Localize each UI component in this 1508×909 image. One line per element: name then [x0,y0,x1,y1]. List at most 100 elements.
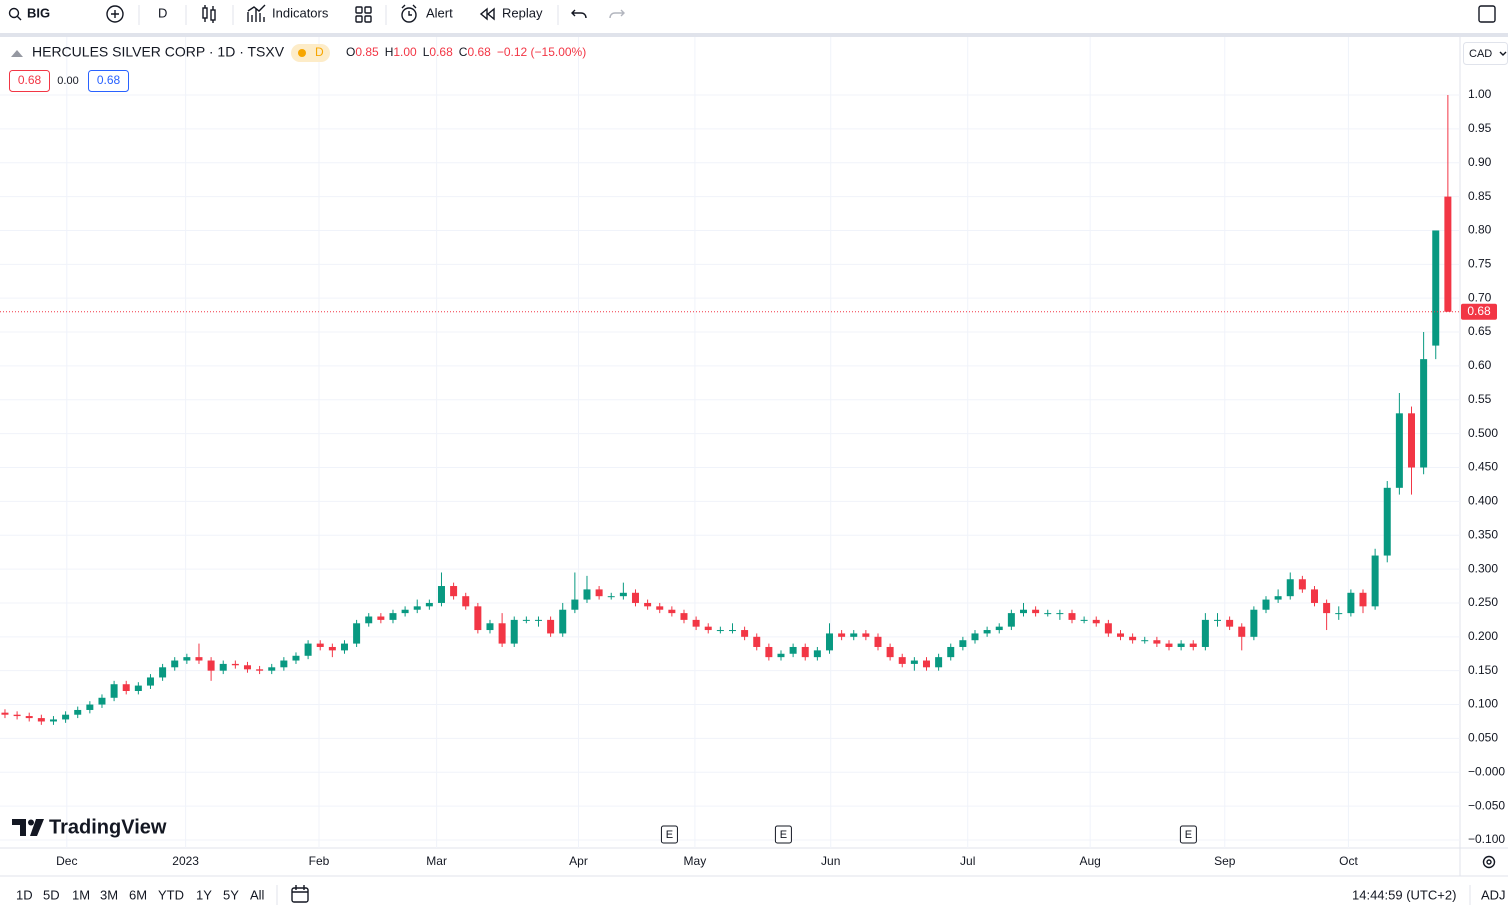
undo-button[interactable] [571,9,587,19]
candle-body [583,589,591,600]
candle-body [1395,413,1403,488]
fullscreen-button[interactable] [1478,5,1496,23]
ohlc-letter: O [346,45,355,59]
candle-body [1444,196,1452,312]
candle-body [1201,619,1209,647]
x-tick-label: Feb [309,854,330,868]
layout-icon [364,6,372,14]
y-tick-label: 0.95 [1468,121,1492,135]
candle-body [292,655,300,661]
candle-body [256,669,264,671]
layout-icon [364,15,372,23]
range-button[interactable]: 5D [43,887,60,902]
last-price-badge [1461,303,1497,320]
range-button[interactable]: All [250,887,265,902]
candle-body [1032,609,1040,614]
range-button[interactable]: YTD [158,887,184,902]
earnings-marker[interactable] [660,825,678,844]
range-button[interactable]: 1Y [196,887,212,902]
range-button[interactable]: 1M [72,887,90,902]
layouts-button[interactable] [355,6,372,23]
date-range-button[interactable] [291,885,309,903]
candle-body [1432,230,1440,346]
compare-button[interactable] [106,5,124,23]
ohlc-value: 0.85 [355,45,379,59]
bid-price: 0.68 [18,73,42,87]
plus-icon [106,5,124,23]
candle-body [328,646,336,651]
interval-button[interactable]: D [158,5,167,20]
candle-body [619,592,627,597]
adj-toggle[interactable]: ADJ [1481,887,1506,902]
y-tick-label: 0.050 [1468,731,1498,745]
candle-body [159,667,167,678]
y-tick-label: −0.050 [1468,798,1505,812]
candle-body [1019,609,1027,614]
candle-body [935,657,943,668]
candle-body [898,657,906,664]
candle-body [1177,643,1185,647]
y-tick-label: 0.400 [1468,494,1498,508]
y-tick-label: 0.200 [1468,629,1498,643]
candle-body [741,630,749,637]
y-tick-label: 0.60 [1468,358,1492,372]
candle-body [365,616,373,624]
replay-button[interactable]: Replay [479,5,543,21]
candle-body [340,643,348,651]
earnings-marker[interactable] [774,825,792,844]
candle-body [498,623,506,644]
range-button[interactable]: 5Y [223,887,239,902]
candle-body [86,704,94,710]
ask-box[interactable] [88,70,129,92]
replay-label: Replay [502,5,543,20]
y-tick-label: 0.450 [1468,460,1498,474]
candle-body [268,667,276,671]
candle-body [1044,613,1052,615]
tradingview-logo[interactable]: TradingView [12,816,167,838]
clock[interactable]: 14:44:59 (UTC+2) [1352,887,1456,902]
symbol-logo [11,50,23,57]
alert-button[interactable]: Alert [401,4,453,23]
candle-body [171,660,179,668]
legend-symbol[interactable]: HERCULES SILVER CORP · 1D · TSXV [32,44,285,60]
candle-body [49,719,57,722]
indicators-button[interactable]: Indicators [247,4,329,22]
candle-body [304,643,312,656]
candle-body [1226,619,1234,627]
range-button[interactable]: 3M [100,887,118,902]
candle-body [353,623,361,644]
candle-body [874,636,882,647]
candle-body [777,653,785,658]
candle-body [183,657,191,661]
candle-body [1213,619,1221,621]
bid-box[interactable] [9,70,50,92]
symbol-search[interactable]: BIG [8,5,51,21]
last-price-label: 0.68 [1467,304,1491,318]
settings-button[interactable] [1482,855,1496,869]
y-tick-label: 1.00 [1468,87,1492,101]
candle-body [425,602,433,607]
candle-body [1116,633,1124,637]
spread: 0.00 [57,75,78,87]
earnings-label: E [780,829,787,841]
candle-body [813,650,821,658]
range-button[interactable]: 1D [16,887,33,902]
search-icon [17,16,22,21]
indicators-icon [247,4,266,22]
candle-body [801,646,809,658]
candle-body [110,684,118,698]
y-tick-label: 0.55 [1468,392,1492,406]
range-button[interactable]: 6M [129,887,147,902]
grid [0,37,1460,848]
x-tick-label: Jul [960,854,975,868]
market-status-label: D [315,45,324,59]
candle-body [825,633,833,651]
layout-icon [355,6,363,14]
redo-button[interactable] [609,9,625,19]
candle-body [25,716,33,719]
y-tick-label: 0.80 [1468,223,1492,237]
candle-body [789,646,797,654]
market-status[interactable] [291,44,330,62]
earnings-marker[interactable] [1179,825,1197,844]
chart-type-button[interactable] [202,5,216,23]
